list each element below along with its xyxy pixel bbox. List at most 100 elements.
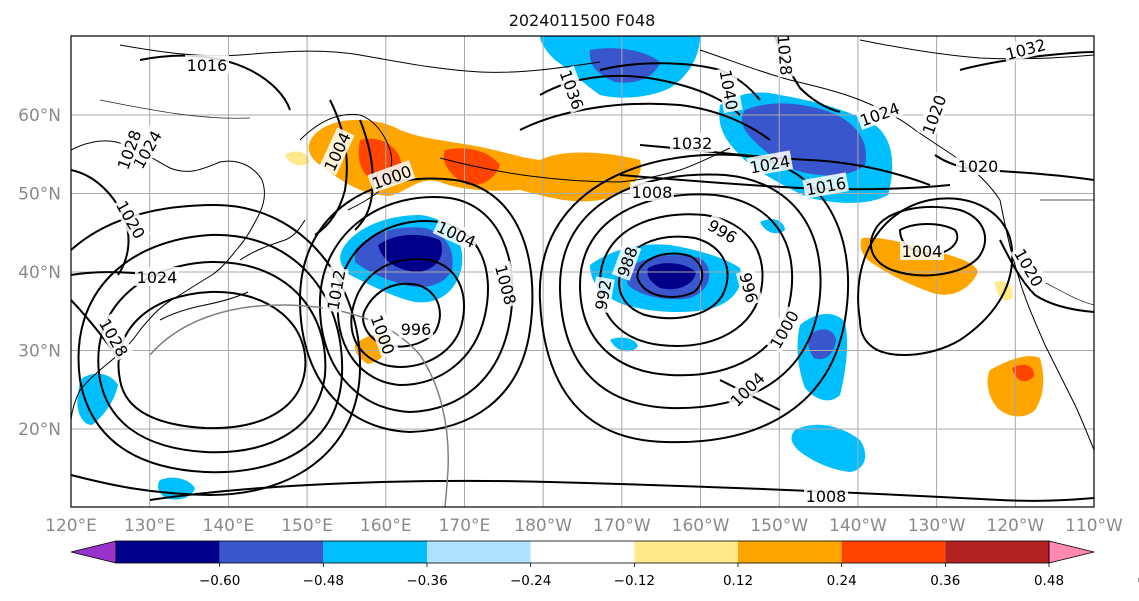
isobar-label-bg (367, 160, 416, 194)
colorbar: −0.60 −0.48 −0.36 −0.24 −0.12 0.12 0.24 0.36 0.4… (70, 540, 1139, 589)
isobar-1008-east (870, 206, 987, 277)
isobar-label-bg (399, 319, 433, 338)
isobar-label-text: 1032 (672, 134, 713, 153)
isobar-1012-east (857, 197, 1014, 357)
colorbar-swatch (738, 541, 842, 563)
isobar-1008-central (538, 153, 850, 444)
isobar-1004-west (336, 220, 489, 387)
longitude-label: 150°E (281, 516, 333, 536)
isobar-label-bg (716, 66, 743, 114)
colorbar-tick-label: −0.12 (614, 573, 655, 589)
longitude-label: 110°W (1065, 516, 1123, 536)
isobar-label-bg (735, 268, 764, 307)
isobar-label-text: 1008 (806, 487, 847, 506)
colorbar-swatch (841, 541, 946, 563)
isobar-1000-kamchatka (354, 119, 374, 231)
isobar-label: 1016 (185, 55, 229, 75)
colorbar-swatch (323, 541, 427, 563)
isobar-992-central (618, 235, 729, 320)
isobar-1016-alaska (619, 174, 951, 191)
isobar-label-text: 1004 (902, 242, 943, 261)
longitude-labels: 120°E 130°E 140°E 150°E 160°E 170°E 180°W 170°W… (45, 516, 1123, 536)
isobar-label: 992 (590, 276, 616, 314)
positive-area-kamchatka-fringe (285, 151, 310, 166)
colorbar-extend-min (70, 540, 117, 564)
isobar-988-central (636, 252, 704, 298)
isobar-label-bg (555, 65, 589, 114)
positive-area-baja-core (1012, 364, 1035, 382)
isobar-label-bg (774, 32, 797, 78)
isobar-1004-kamchatka (314, 99, 348, 236)
isobar-label: 1028 (773, 32, 797, 78)
isobar-label-text: 1028 (773, 34, 795, 76)
longitude-label: 120°W (986, 516, 1044, 536)
isobar-label: 1020 (956, 156, 1000, 176)
isobar-label-bg (322, 266, 349, 314)
isobar-label: 1032 (670, 133, 714, 153)
isobar-label-bg (1010, 243, 1049, 292)
positive-area-east-pacific (860, 237, 978, 295)
isobar-label-text: 1020 (958, 157, 999, 176)
isobar-label: 1024 (135, 267, 179, 287)
isobar-label: 1004 (900, 241, 944, 261)
isobar-label-bg (703, 213, 743, 248)
longitude-label: 150°W (750, 516, 808, 536)
colorbar-swatch (116, 541, 220, 563)
isobar-label-bg (900, 241, 944, 260)
isobar-label-text: 996 (401, 320, 432, 339)
colorbar-tick-label: 0.48 (1034, 573, 1064, 589)
colorbar-swatch (945, 541, 1049, 563)
longitude-label: 130°W (908, 516, 966, 536)
isobar-label: 1008 (804, 486, 848, 506)
latitude-labels: 20°N 30°N 40°N 50°N 60°N (18, 106, 61, 440)
figure-title: 2024011500 F048 (509, 11, 656, 30)
isobar-label-text: 1024 (137, 268, 178, 287)
colorbar-swatch (634, 541, 738, 563)
longitude-label: 160°W (672, 516, 730, 536)
map-gridlines (71, 36, 1094, 507)
coastline-aleutians (439, 147, 731, 183)
colorbar-tick-label: −0.60 (199, 573, 240, 589)
colorbar-extend-max (1048, 540, 1095, 564)
isobar-label-bg (670, 133, 714, 152)
longitude-label: 130°E (124, 516, 176, 536)
isobar-label-bg (185, 55, 229, 74)
isobar-label-bg (135, 267, 179, 286)
longitude-label: 120°E (45, 516, 97, 536)
colorbar-swatch (530, 541, 635, 563)
storm-trajectory (149, 304, 450, 508)
colorbar-tick-label: 0.36 (930, 573, 960, 589)
colorbar-tick-label: 0.60 (1138, 573, 1139, 589)
isobar-label-text: 1008 (632, 183, 673, 202)
isobar-label-bg (630, 182, 674, 201)
isobar-1028-high (70, 203, 362, 497)
negative-area-hawaii-east-core (808, 329, 836, 360)
isobar-label-bg (432, 215, 481, 252)
isobar-label-bg (590, 276, 615, 314)
latitude-label: 50°N (18, 185, 61, 205)
colorbar-swatch (427, 541, 531, 563)
latitude-label: 20°N (18, 420, 61, 440)
isobar-1008-south (149, 479, 1095, 502)
isobar-label-bg (318, 127, 355, 176)
negative-area-central-pacific-core (647, 263, 696, 290)
longitude-label: 160°E (360, 516, 412, 536)
negative-area-subtropic (791, 424, 866, 472)
latitude-label: 40°N (18, 263, 61, 283)
longitude-label: 170°W (593, 516, 651, 536)
isobar-label: 1008 (630, 182, 674, 202)
negative-area-west-central (610, 337, 638, 352)
colorbar-tick-label: −0.24 (510, 573, 551, 589)
isobar-1016-high (117, 290, 307, 430)
colorbar-tick-label: 0.24 (827, 573, 857, 589)
isobar-1032-northeast (959, 51, 1095, 71)
isobar-label-bg (804, 486, 848, 505)
isobar-label-bg (491, 260, 522, 309)
isobar-label-bg (366, 310, 400, 359)
isobar-1024-high (77, 233, 344, 474)
isobar-label-bg (724, 366, 770, 412)
isobar-1020-southeast (999, 239, 1095, 313)
isobar-label-bg (95, 313, 134, 362)
